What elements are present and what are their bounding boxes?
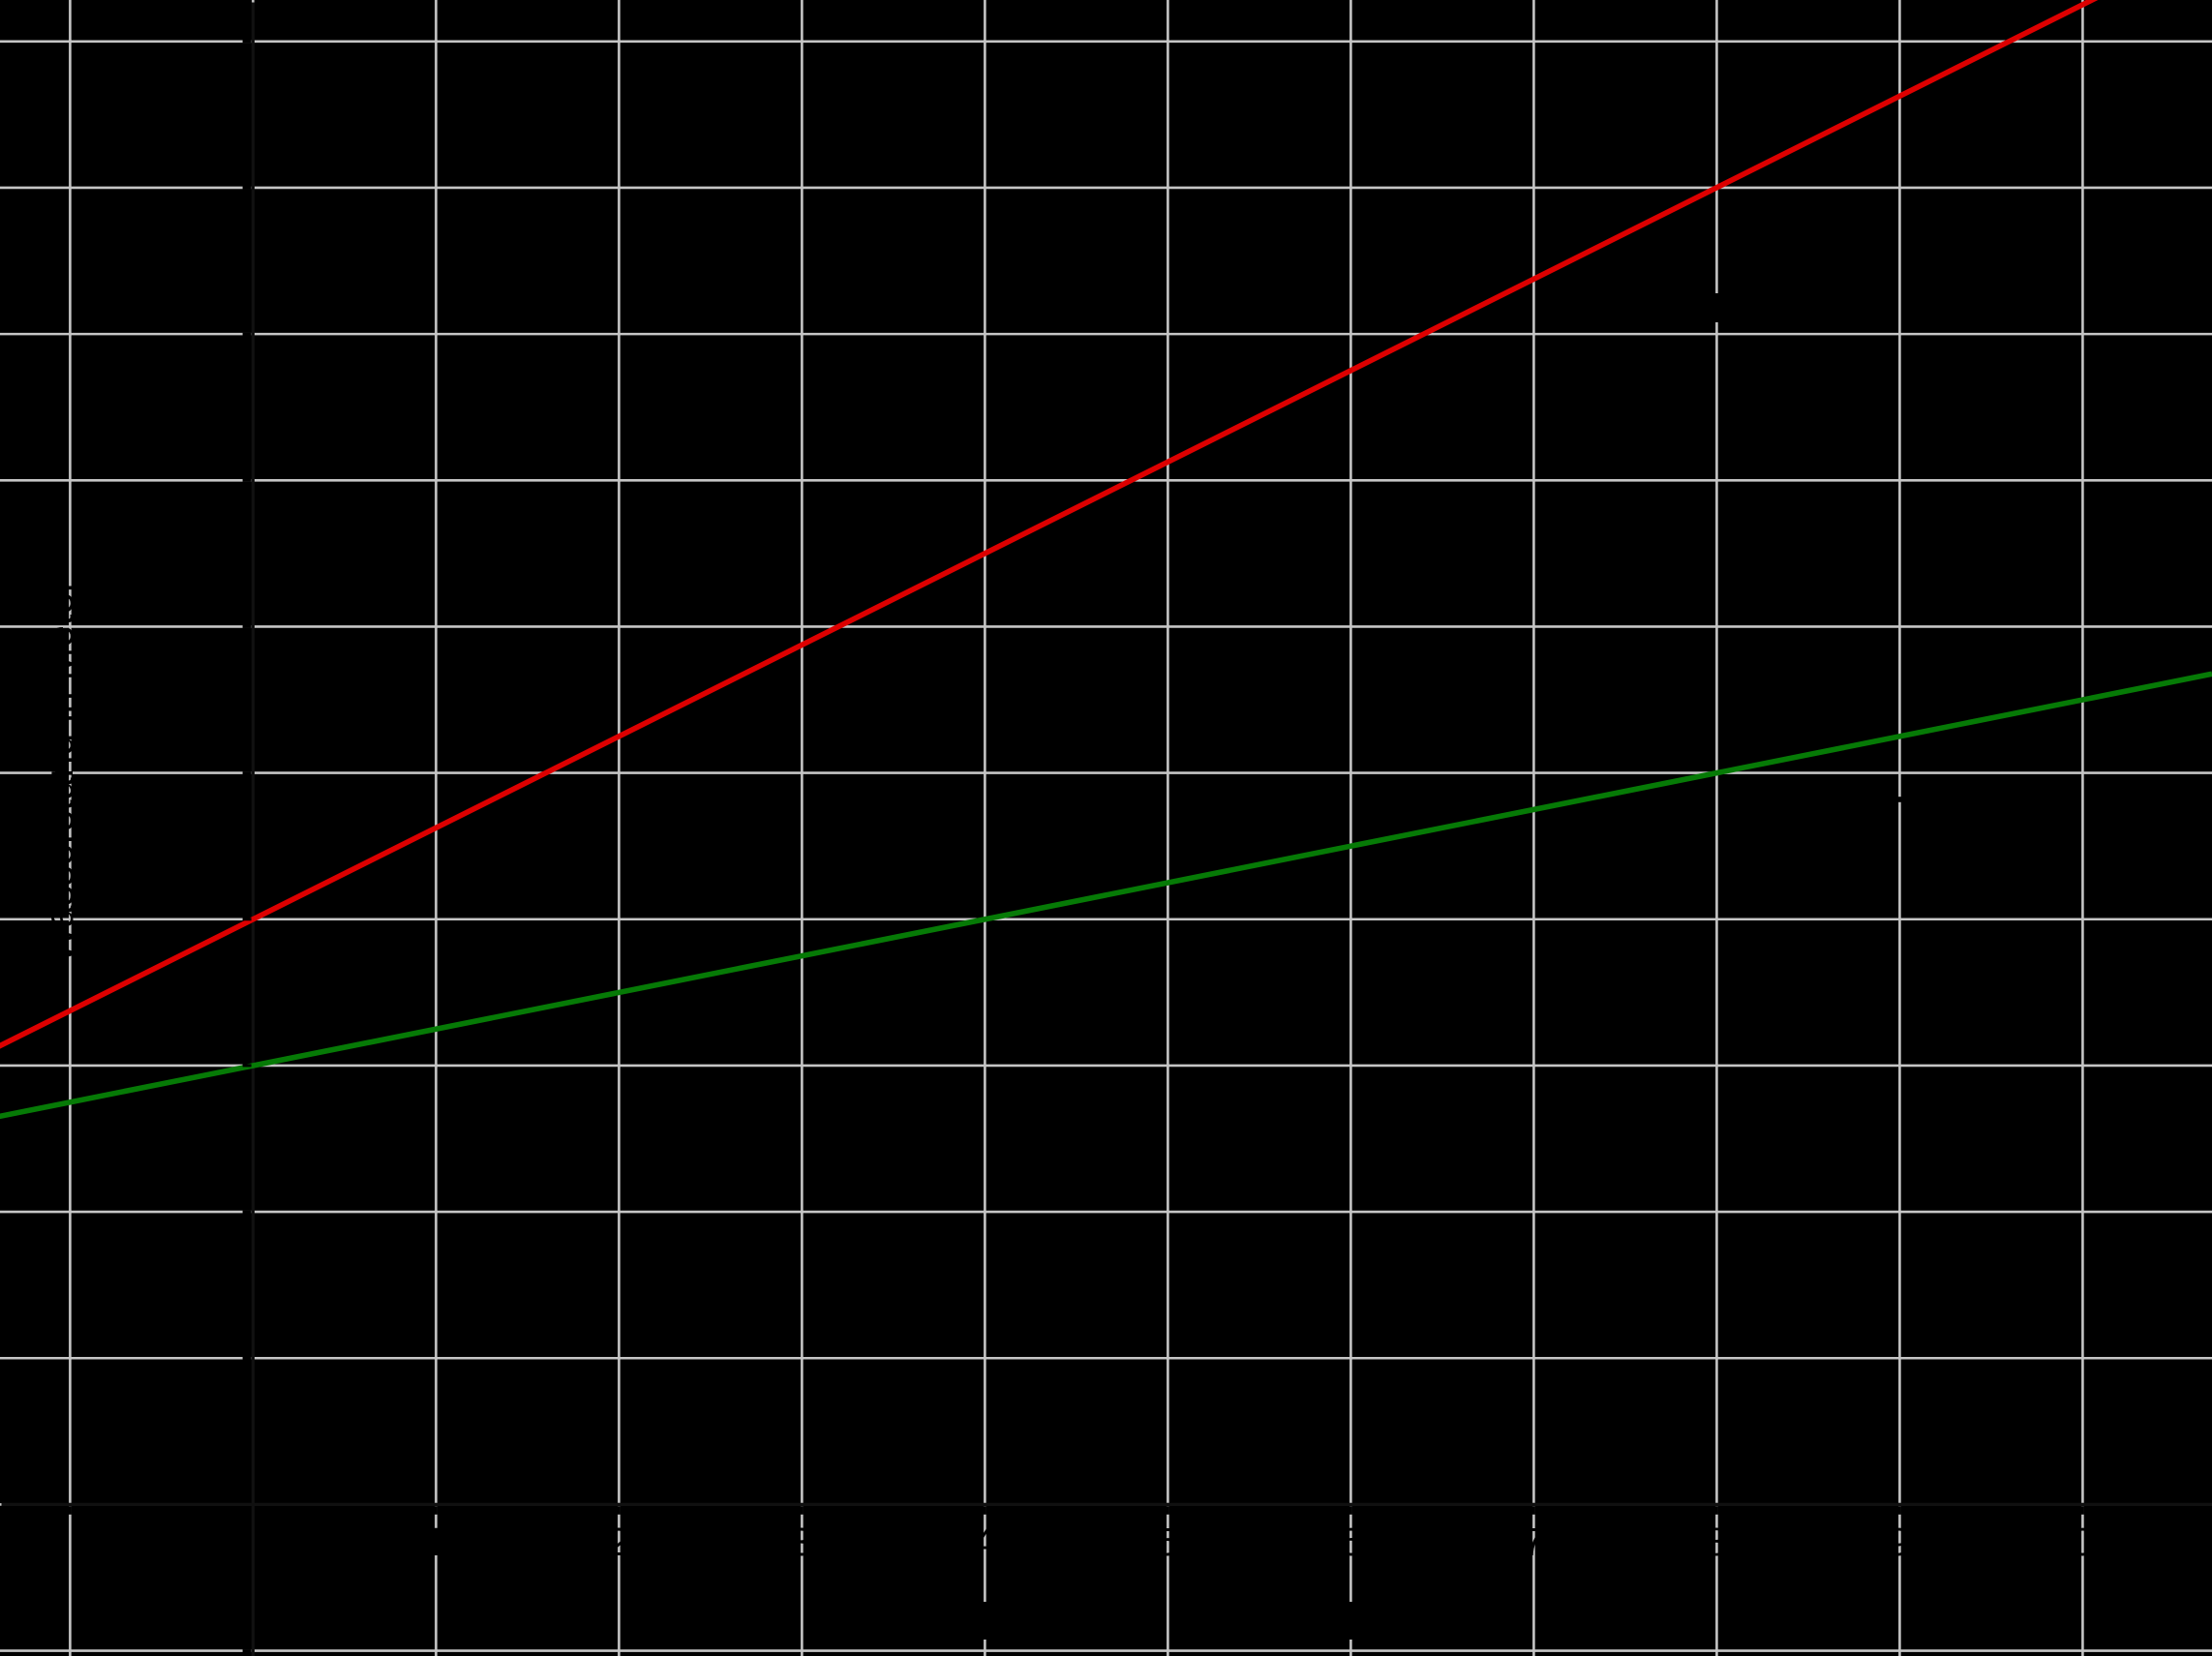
svg-text:8: 8 — [1706, 1520, 1728, 1564]
svg-text:6: 6 — [1340, 1520, 1362, 1564]
svg-text:4: 4 — [974, 1520, 996, 1564]
svg-text:1: 1 — [425, 1520, 447, 1564]
svg-text:g: g — [1876, 777, 1897, 820]
svg-text:9: 9 — [1889, 1520, 1911, 1564]
svg-text:Wasserstand in Meter: Wasserstand in Meter — [37, 579, 81, 963]
svg-text:10: 10 — [2049, 1520, 2094, 1564]
svg-text:7: 7 — [1523, 1520, 1545, 1564]
svg-text:0: 0 — [208, 1520, 230, 1564]
svg-text:2: 2 — [608, 1520, 630, 1564]
svg-text:3: 3 — [791, 1520, 813, 1564]
svg-text:5: 5 — [1157, 1520, 1179, 1564]
